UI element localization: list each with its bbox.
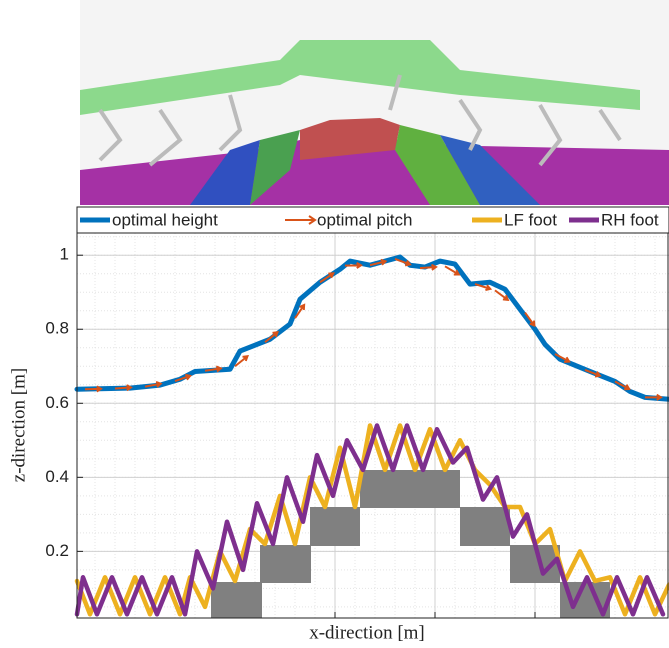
series-line xyxy=(74,423,669,617)
arrow-shape xyxy=(174,373,192,383)
arrow-shape xyxy=(614,380,631,391)
stair xyxy=(190,140,260,205)
arrow-shape xyxy=(264,330,279,343)
arrow-shape xyxy=(369,258,388,267)
legend-label: optimal height xyxy=(112,210,218,229)
arrow-shape xyxy=(474,283,493,292)
arrow-shape xyxy=(524,312,536,328)
legend-label: RH foot xyxy=(601,210,659,229)
y-tick-label: 1 xyxy=(60,245,69,264)
legend-label: LF foot xyxy=(504,210,557,229)
arrow-shape xyxy=(144,381,163,388)
pitch-arrow xyxy=(294,303,306,319)
pitch-arrow xyxy=(524,312,536,328)
pitch-arrow xyxy=(174,373,192,383)
series-line xyxy=(74,423,666,617)
pitch-arrow xyxy=(344,261,363,269)
arrow-shape xyxy=(444,265,461,276)
pitch-arrow xyxy=(419,263,438,271)
y-tick-label: 0.4 xyxy=(45,467,69,486)
pitch-arrow xyxy=(264,330,279,343)
pitch-arrow xyxy=(144,381,163,388)
pitch-arrow xyxy=(204,365,223,373)
legend-label: optimal pitch xyxy=(317,210,412,229)
pitch-arrow xyxy=(234,355,249,368)
x-axis-label: x-direction [m] xyxy=(309,622,425,643)
pitch-arrow xyxy=(369,258,388,267)
arrow-shape xyxy=(234,355,249,368)
axes-box xyxy=(76,232,669,619)
arrow-shape xyxy=(344,261,363,269)
step xyxy=(360,470,460,508)
arrow-shape xyxy=(584,369,602,378)
y-tick-label: 0.2 xyxy=(45,541,69,560)
arrow-shape xyxy=(294,303,306,319)
legend: optimal height optimal pitch LF foot RH foo… xyxy=(80,210,659,229)
arrow-shape xyxy=(319,272,335,284)
pitch-arrow xyxy=(494,289,510,302)
pitch-arrow xyxy=(614,380,631,391)
series-line xyxy=(74,254,669,402)
pitch-arrow xyxy=(444,265,461,276)
arrow-shape xyxy=(84,385,103,393)
pitch-arrow xyxy=(84,385,103,393)
step xyxy=(460,507,510,546)
step xyxy=(211,582,262,618)
y-axis-label: z-direction [m] xyxy=(8,368,29,482)
arrow-shape xyxy=(114,384,133,392)
robot-legs xyxy=(98,74,622,167)
stair xyxy=(250,130,300,205)
pitch-arrow xyxy=(474,283,493,292)
render-image xyxy=(80,0,669,205)
pitch-arrow xyxy=(554,353,571,363)
pitch-arrow xyxy=(319,272,335,284)
arrow-shape xyxy=(494,289,510,302)
stair xyxy=(395,125,480,205)
step xyxy=(310,507,360,546)
stair xyxy=(300,118,400,160)
pitch-arrow xyxy=(394,257,412,267)
arrow-shape xyxy=(554,353,571,363)
pitch-arrow xyxy=(645,393,663,401)
stairs xyxy=(211,470,610,618)
pitch-arrow xyxy=(114,384,133,392)
arrow-shape xyxy=(394,257,412,267)
arrow-shape xyxy=(645,393,663,401)
legend-swatch xyxy=(285,215,317,225)
pitch-arrow xyxy=(584,369,602,378)
y-tick-label: 0.6 xyxy=(45,393,69,412)
arrow-shape xyxy=(419,263,438,271)
robot-bodies xyxy=(80,40,640,115)
arrow-shape xyxy=(204,365,223,373)
y-tick-label: 0.8 xyxy=(45,319,69,338)
stair xyxy=(440,135,540,205)
step xyxy=(260,545,311,583)
plot-area xyxy=(74,254,669,617)
grid xyxy=(77,233,669,618)
